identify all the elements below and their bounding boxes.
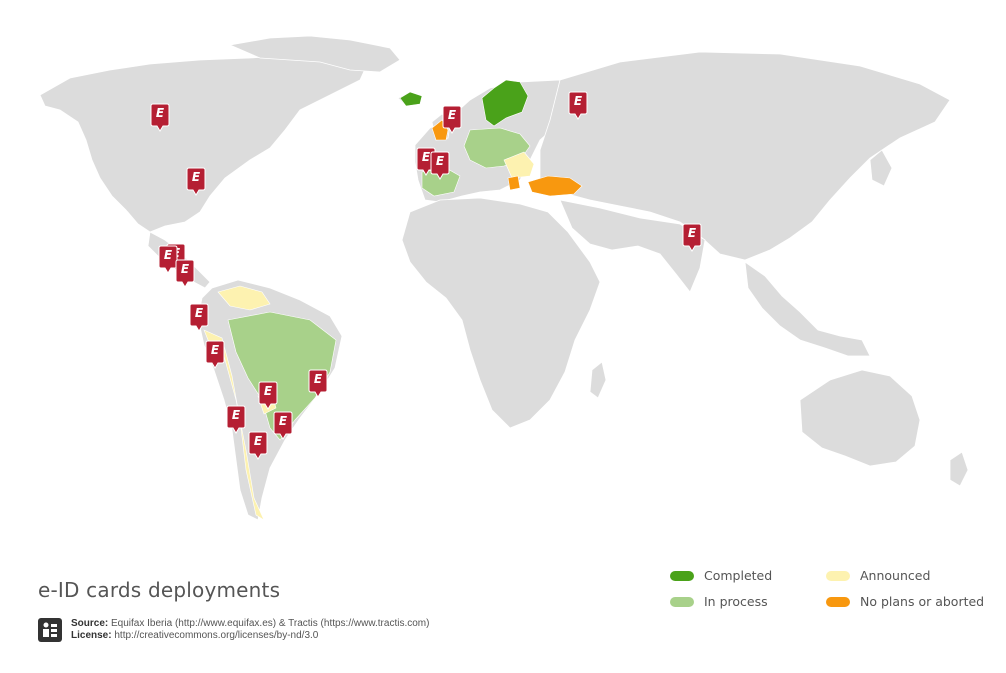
legend-item-no-plans: No plans or aborted (826, 594, 984, 609)
pin-marker-icon (150, 103, 170, 132)
pin-letter: E (448, 108, 457, 122)
pin-marker-icon (568, 91, 588, 120)
e-id-pin-12[interactable]: E (248, 431, 268, 460)
e-id-pin-2[interactable]: E (186, 167, 206, 196)
legend-item-announced: Announced (826, 568, 930, 583)
pin-letter: E (181, 262, 190, 276)
e-id-pin-17[interactable]: E (682, 223, 702, 252)
e-id-pin-8[interactable]: E (258, 381, 278, 410)
pin-marker-icon (189, 303, 209, 332)
pin-marker-icon (205, 340, 225, 369)
pin-letter: E (314, 372, 323, 386)
e-id-pin-10[interactable]: E (226, 405, 246, 434)
pin-letter: E (436, 154, 445, 168)
pin-layer: EEEEEEEEEEEEEEEEE (150, 91, 702, 460)
pin-marker-icon (258, 381, 278, 410)
pin-letter: E (195, 306, 204, 320)
pin-marker-icon (186, 167, 206, 196)
pin-letter: E (192, 170, 201, 184)
pin-letter: E (164, 248, 173, 262)
license-label: License: (71, 630, 112, 641)
pin-marker-icon (226, 405, 246, 434)
e-id-pin-1[interactable]: E (150, 103, 170, 132)
pin-letter: E (688, 226, 697, 240)
e-id-pin-6[interactable]: E (189, 303, 209, 332)
legend-swatch (670, 596, 694, 607)
e-id-pin-7[interactable]: E (205, 340, 225, 369)
country-completed-iceland (399, 91, 423, 107)
country-announced-europe (503, 151, 535, 179)
e-id-pin-15[interactable]: E (430, 151, 450, 180)
e-id-pin-9[interactable]: E (308, 369, 328, 398)
pin-marker-icon (442, 105, 462, 134)
legend-swatch (826, 570, 850, 581)
australia (799, 369, 921, 467)
pin-marker-icon (273, 411, 293, 440)
legend-swatch (670, 570, 694, 581)
new-zealand (949, 451, 969, 487)
arabia-india (559, 199, 706, 293)
arctic-islands (228, 35, 401, 73)
north-america (39, 51, 371, 233)
source-block: Source: Equifax Iberia (http://www.equif… (71, 618, 429, 642)
pin-letter: E (264, 384, 273, 398)
e-id-pin-11[interactable]: E (273, 411, 293, 440)
legend-swatch (826, 596, 850, 607)
legend-label: No plans or aborted (860, 594, 985, 609)
country-status-layer (203, 79, 583, 521)
license-line: License: http://creativecommons.org/lice… (71, 630, 429, 642)
pin-marker-icon (175, 259, 195, 288)
pin-letter: E (574, 94, 583, 108)
country-completed (481, 79, 529, 127)
license-text: http://creativecommons.org/licenses/by-n… (114, 630, 319, 641)
country-in-process-brazil (227, 311, 337, 441)
legend-label: Announced (860, 568, 931, 583)
pin-marker-icon (682, 223, 702, 252)
pin-letter: E (232, 408, 241, 422)
e-id-pin-16[interactable]: E (568, 91, 588, 120)
legend-item-in-process: In process (670, 594, 768, 609)
pin-letter: E (422, 150, 431, 164)
japan (869, 149, 893, 187)
country-no-plans-turkey (527, 175, 583, 197)
pin-marker-icon (430, 151, 450, 180)
pin-letter: E (211, 343, 220, 357)
world-map: EEEEEEEEEEEEEEEEE (39, 35, 969, 521)
pin-marker-icon (248, 431, 268, 460)
source-label: Source: (71, 618, 109, 629)
madagascar (589, 361, 607, 399)
e-id-pin-5[interactable]: E (175, 259, 195, 288)
source-text: Equifax Iberia (http://www.equifax.es) &… (111, 618, 430, 629)
africa (401, 197, 601, 429)
southeast-asia (744, 261, 871, 357)
e-id-pin-13[interactable]: E (442, 105, 462, 134)
legend-label: In process (704, 594, 768, 609)
creative-commons-icon (38, 618, 62, 642)
map-title: e-ID cards deployments (38, 578, 281, 602)
asia (539, 51, 951, 261)
pin-marker-icon (308, 369, 328, 398)
country-no-plans-balkans (507, 175, 521, 191)
country-announced-venezuela (217, 285, 271, 311)
source-line: Source: Equifax Iberia (http://www.equif… (71, 618, 429, 630)
legend-label: Completed (704, 568, 773, 583)
pin-letter: E (156, 106, 165, 120)
legend-item-completed: Completed (670, 568, 772, 583)
pin-letter: E (254, 434, 263, 448)
pin-letter: E (279, 414, 288, 428)
